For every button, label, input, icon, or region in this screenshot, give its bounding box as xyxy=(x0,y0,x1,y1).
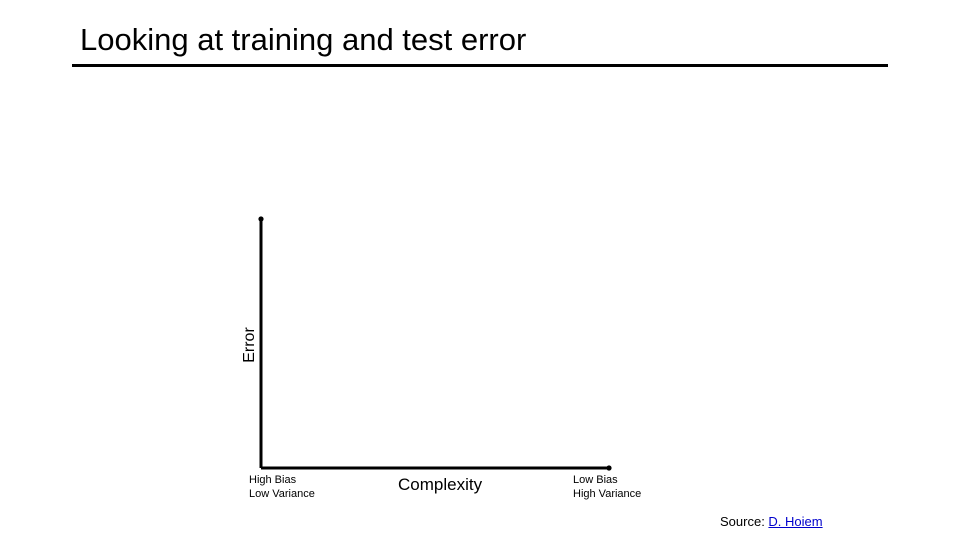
low-variance-line: Low Variance xyxy=(249,488,315,500)
y-axis-label: Error xyxy=(241,327,258,363)
x-axis-label: Complexity xyxy=(398,475,483,494)
x-axis-end-dot xyxy=(606,465,612,471)
high-bias-line: High Bias xyxy=(249,474,297,486)
title-underline xyxy=(72,64,888,67)
low-bias-line: Low Bias xyxy=(573,474,618,486)
source-citation: Source: D. Hoiem xyxy=(720,514,823,529)
slide-title: Looking at training and test error xyxy=(80,22,527,57)
source-link[interactable]: D. Hoiem xyxy=(768,514,823,529)
high-bias-note: High Bias Low Variance xyxy=(249,473,315,501)
low-bias-note: Low Bias High Variance xyxy=(573,473,641,501)
y-axis-end-dot xyxy=(258,216,264,222)
high-variance-line: High Variance xyxy=(573,488,642,500)
source-prefix: Source: xyxy=(720,514,769,529)
